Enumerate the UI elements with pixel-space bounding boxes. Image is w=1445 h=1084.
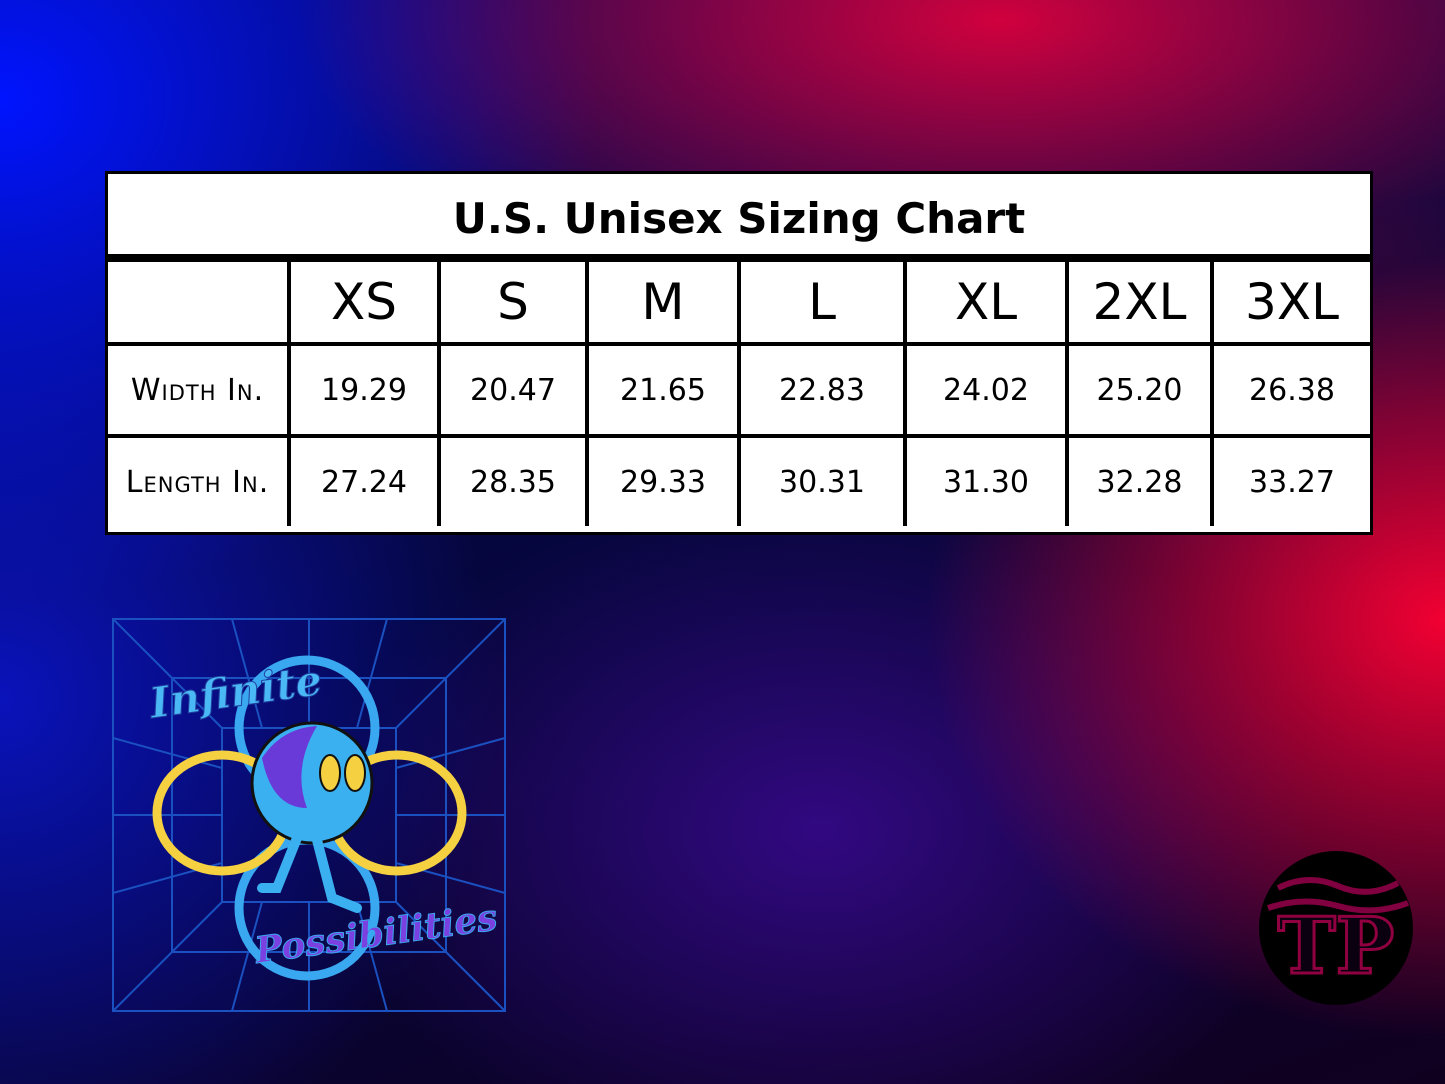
row-label: Length In. [108, 434, 291, 526]
header-row: XS S M L XL 2XL 3XL [108, 258, 1370, 346]
corner-cell [108, 258, 291, 346]
measure-cell: 19.29 [287, 342, 441, 438]
measure-cell: 21.65 [585, 342, 741, 438]
size-table: XS S M L XL 2XL 3XL Width In. 19.29 20.47 21.65 22.… [108, 258, 1370, 526]
measure-cell: 22.83 [737, 342, 907, 438]
size-header: XS [287, 258, 441, 346]
size-header: 3XL [1210, 258, 1370, 346]
measure-cell: 26.38 [1210, 342, 1370, 438]
artwork-top-text: Infinite [146, 655, 325, 728]
brand-mark: TP [1278, 901, 1395, 992]
artwork: Infinite Possibilities [112, 618, 506, 1012]
size-header: XL [903, 258, 1069, 346]
measure-row: Length In. 27.24 28.35 29.33 30.31 31.30 32.28… [108, 434, 1370, 526]
measure-row: Width In. 19.29 20.47 21.65 22.83 24.02 25.20 2… [108, 342, 1370, 438]
measure-cell: 31.30 [903, 434, 1069, 526]
row-label: Width In. [108, 342, 291, 438]
size-header: S [437, 258, 589, 346]
size-chart: U.S. Unisex Sizing Chart XS S M L XL 2XL 3XL Wi… [105, 171, 1373, 535]
chart-title: U.S. Unisex Sizing Chart [108, 174, 1370, 258]
size-header: L [737, 258, 907, 346]
size-header: 2XL [1065, 258, 1214, 346]
measure-cell: 29.33 [585, 434, 741, 526]
measure-cell: 33.27 [1210, 434, 1370, 526]
measure-cell: 30.31 [737, 434, 907, 526]
measure-cell: 24.02 [903, 342, 1069, 438]
measure-cell: 20.47 [437, 342, 589, 438]
size-header: M [585, 258, 741, 346]
measure-cell: 27.24 [287, 434, 441, 526]
measure-cell: 32.28 [1065, 434, 1214, 526]
measure-cell: 28.35 [437, 434, 589, 526]
brand-logo: TP [1259, 851, 1413, 1005]
measure-cell: 25.20 [1065, 342, 1214, 438]
